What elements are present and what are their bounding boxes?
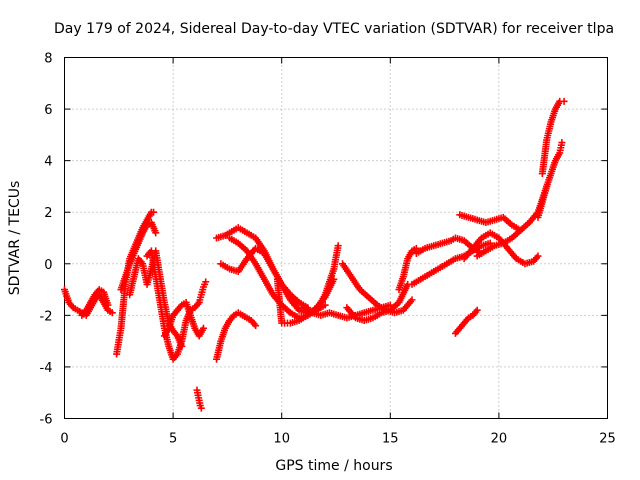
y-tick-label: -4	[40, 361, 53, 376]
series-sat-i	[195, 278, 210, 306]
data-point	[334, 242, 342, 250]
series-sat-q	[343, 280, 412, 325]
data-point	[560, 97, 568, 105]
data-point	[408, 296, 416, 304]
y-tick-label: 6	[44, 103, 52, 118]
x-axis-label: GPS time / hours	[275, 458, 392, 474]
series-sat-y	[534, 139, 566, 221]
data-point	[473, 306, 481, 314]
data-point	[104, 301, 112, 309]
x-tick-label: 10	[273, 432, 290, 447]
chart-title: Day 179 of 2024, Sidereal Day-to-day VTE…	[54, 21, 614, 37]
data-point	[558, 139, 566, 147]
series-sat-w	[460, 229, 542, 268]
data-point	[534, 252, 542, 260]
series-sat-f	[143, 247, 203, 363]
axes: 0 5 10 15 20 25 -6 -4 -2 0 2 4 6 8	[40, 52, 616, 447]
x-tick-label: 5	[169, 432, 177, 447]
series-sat-g	[160, 298, 208, 340]
y-tick-label: 4	[44, 155, 52, 170]
series-sat-b	[78, 286, 112, 319]
data-point	[150, 208, 158, 216]
data-points	[61, 97, 568, 412]
x-tick-label: 0	[60, 432, 68, 447]
series-sat-r	[395, 244, 420, 294]
grid	[64, 57, 608, 419]
series-sat-j	[213, 309, 260, 363]
y-tick-label: 2	[44, 206, 52, 221]
plot-frame	[64, 57, 608, 419]
y-tick-label: -2	[40, 309, 53, 324]
data-point	[197, 404, 205, 412]
x-tick-label: 25	[599, 432, 616, 447]
data-point	[152, 229, 160, 237]
y-tick-label: 0	[44, 258, 52, 273]
y-tick-label: -6	[40, 413, 53, 428]
series-sat-h	[193, 386, 205, 412]
data-point	[200, 324, 208, 332]
data-point	[202, 278, 210, 286]
x-tick-label: 15	[382, 432, 399, 447]
series-sat-u	[451, 306, 481, 337]
y-tick-label: 8	[44, 52, 52, 67]
data-point	[108, 309, 116, 317]
y-axis-label: SDTVAR / TECUs	[7, 181, 23, 296]
data-point	[252, 322, 260, 330]
series-sat-z	[538, 97, 568, 178]
series-sat-l	[217, 244, 329, 317]
series-sat-d	[117, 219, 160, 294]
x-tick-label: 20	[491, 432, 508, 447]
